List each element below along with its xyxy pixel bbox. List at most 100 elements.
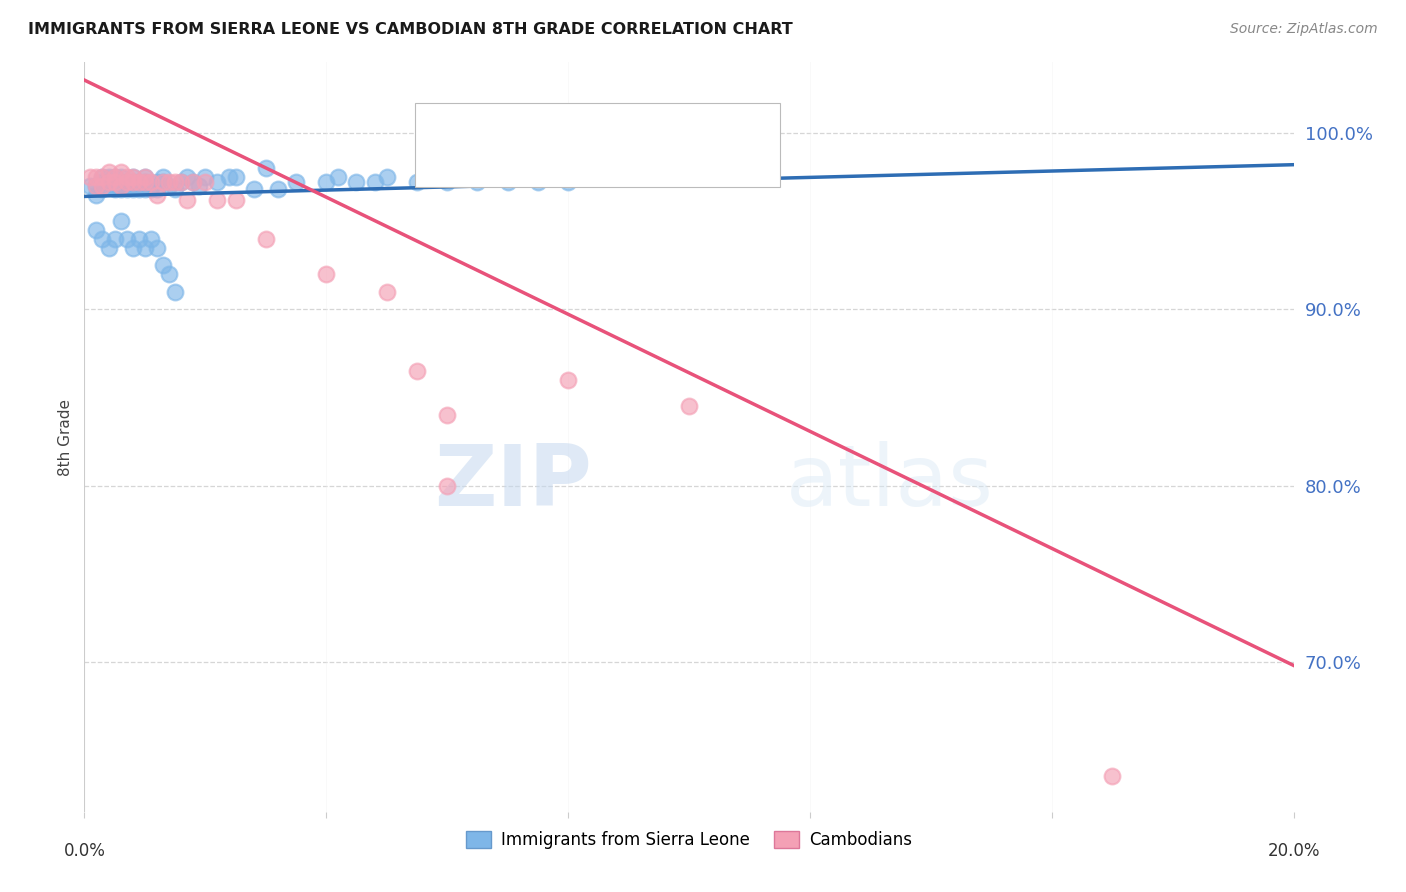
Point	[436, 175, 458, 189]
Point	[104, 232, 127, 246]
Point	[97, 241, 120, 255]
Text: 0.289: 0.289	[520, 118, 578, 136]
Text: 70: 70	[661, 118, 686, 136]
Point	[128, 178, 150, 193]
Point	[79, 178, 101, 193]
Point	[91, 182, 114, 196]
Point	[496, 175, 519, 189]
Point	[121, 241, 143, 255]
Text: 0.0%: 0.0%	[63, 842, 105, 860]
Point	[152, 169, 174, 184]
Point	[375, 169, 398, 184]
Point	[1101, 769, 1123, 783]
Point	[86, 223, 108, 237]
Legend: Immigrants from Sierra Leone, Cambodians: Immigrants from Sierra Leone, Cambodians	[458, 824, 920, 855]
Point	[121, 169, 143, 184]
Point	[91, 232, 114, 246]
Point	[110, 182, 132, 196]
Point	[128, 175, 150, 189]
Point	[225, 193, 247, 207]
Point	[110, 178, 132, 193]
Point	[139, 182, 162, 196]
Point	[115, 232, 138, 246]
Point	[115, 182, 138, 196]
Point	[104, 169, 127, 184]
Point	[375, 285, 398, 299]
Point	[436, 478, 458, 492]
Point	[346, 175, 368, 189]
Point	[128, 182, 150, 196]
Point	[194, 175, 217, 189]
Text: R =: R =	[471, 153, 502, 170]
Point	[139, 175, 162, 189]
Point	[436, 408, 458, 422]
Y-axis label: 8th Grade: 8th Grade	[58, 399, 73, 475]
Point	[170, 175, 193, 189]
Point	[363, 175, 385, 189]
Point	[134, 175, 156, 189]
Point	[91, 169, 114, 184]
Point	[139, 232, 162, 246]
Point	[110, 165, 132, 179]
Point	[91, 175, 114, 189]
Point	[165, 285, 187, 299]
Point	[146, 175, 169, 189]
Point	[134, 169, 156, 184]
Bar	[429, 150, 461, 174]
Point	[165, 182, 187, 196]
Point	[104, 182, 127, 196]
Point	[110, 175, 132, 189]
Point	[315, 267, 337, 281]
Point	[254, 232, 277, 246]
Point	[104, 175, 127, 189]
Point	[527, 175, 550, 189]
Point	[557, 373, 579, 387]
Point	[207, 175, 229, 189]
Text: N =: N =	[616, 118, 647, 136]
Point	[115, 178, 138, 193]
Point	[165, 175, 187, 189]
Point	[176, 169, 198, 184]
Point	[157, 175, 180, 189]
Text: 38: 38	[661, 153, 686, 170]
Point	[188, 178, 211, 193]
Point	[86, 187, 108, 202]
Text: N =: N =	[616, 153, 647, 170]
Text: R =: R =	[471, 118, 502, 136]
Point	[121, 182, 143, 196]
Point	[157, 267, 180, 281]
Point	[97, 175, 120, 189]
Point	[134, 169, 156, 184]
Point	[181, 175, 204, 189]
Point	[97, 169, 120, 184]
Point	[134, 182, 156, 196]
Point	[121, 169, 143, 184]
Text: ZIP: ZIP	[434, 441, 592, 524]
Point	[467, 175, 489, 189]
Point	[97, 178, 120, 193]
Point	[79, 169, 101, 184]
Point	[97, 165, 120, 179]
Point	[315, 175, 337, 189]
Point	[406, 364, 429, 378]
Point	[157, 178, 180, 193]
Point	[146, 241, 169, 255]
Bar	[429, 115, 461, 139]
Point	[285, 175, 308, 189]
Point	[128, 232, 150, 246]
Point	[225, 169, 247, 184]
Point	[176, 193, 198, 207]
Point	[86, 178, 108, 193]
Point	[267, 182, 290, 196]
Point	[104, 178, 127, 193]
Text: atlas: atlas	[786, 441, 994, 524]
Point	[242, 182, 264, 196]
Point	[557, 175, 579, 189]
Point	[181, 175, 204, 189]
Text: 20.0%: 20.0%	[1267, 842, 1320, 860]
Point	[194, 169, 217, 184]
Point	[170, 175, 193, 189]
Point	[152, 175, 174, 189]
Point	[254, 161, 277, 176]
Point	[139, 178, 162, 193]
